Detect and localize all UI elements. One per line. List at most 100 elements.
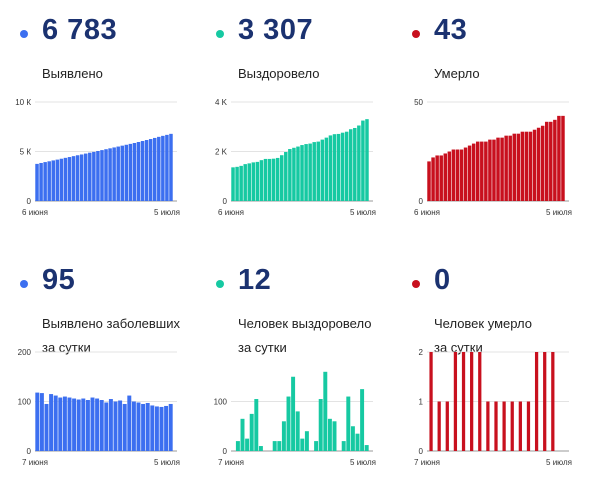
bar <box>275 157 280 201</box>
bar <box>520 131 525 201</box>
bar <box>165 134 169 201</box>
panel-daily-deaths: 0 Человек умерло за сутки 0 1 2 7 июня 5 июл… <box>400 252 594 492</box>
panel-deaths: 43 Умерло 0 50 6 июня 5 июля <box>400 2 594 242</box>
bar <box>360 389 365 452</box>
bar <box>132 142 137 201</box>
bar <box>340 132 345 201</box>
bar <box>475 141 480 201</box>
bar <box>154 406 159 451</box>
daily-deaths-label-line1: Человек умерло <box>434 316 532 331</box>
bar <box>145 402 150 451</box>
bar <box>553 119 557 201</box>
bar <box>295 411 300 451</box>
bar <box>557 115 561 201</box>
bar <box>504 135 508 201</box>
bar <box>463 147 468 201</box>
bar <box>35 163 39 202</box>
bar <box>281 421 286 451</box>
bar <box>99 400 104 451</box>
bar <box>71 156 76 201</box>
bar <box>512 133 517 201</box>
bar <box>443 153 448 201</box>
bar <box>59 158 64 201</box>
y-tick-label: 100 <box>214 398 228 407</box>
bar <box>431 157 435 201</box>
bar <box>136 142 141 201</box>
bar <box>508 135 512 201</box>
bar <box>526 401 531 451</box>
bar <box>127 395 132 451</box>
daily-detected-chart: 0 100 200 7 июня 5 июля <box>18 348 180 467</box>
bar <box>459 149 464 201</box>
bar <box>502 401 506 451</box>
bar <box>439 155 443 201</box>
bar <box>245 438 250 452</box>
bar <box>429 352 433 451</box>
bar <box>128 143 133 201</box>
y-tick-label: 0 <box>419 197 424 206</box>
bar <box>75 155 80 201</box>
y-tick-label: 0 <box>27 197 32 206</box>
detected-dot-icon <box>20 30 28 38</box>
bar <box>528 131 533 201</box>
detected-total: 6 783 <box>42 14 118 46</box>
bar <box>492 139 496 201</box>
bar <box>263 158 268 201</box>
bar <box>141 403 146 451</box>
bar <box>108 399 113 451</box>
daily-recovered-dot-icon <box>216 280 224 288</box>
bar <box>500 137 504 201</box>
y-tick-label: 0 <box>223 447 228 456</box>
x-tick-label-end: 5 июля <box>154 458 180 467</box>
bar <box>116 146 120 201</box>
daily-recovered-label-line1: Человек выздоровело <box>238 316 372 331</box>
bar <box>39 393 44 451</box>
bar <box>437 401 441 451</box>
deaths-total: 43 <box>434 14 468 46</box>
bar <box>49 394 54 451</box>
recovered-chart: 0 2 K 4 K 6 июня 5 июля <box>215 98 376 217</box>
bar <box>478 352 482 451</box>
bar <box>140 141 145 201</box>
bar <box>161 135 165 201</box>
bar <box>58 397 63 451</box>
deaths-label: Умерло <box>434 62 480 86</box>
bar <box>124 144 129 201</box>
bar <box>240 418 245 451</box>
bar <box>164 405 169 451</box>
y-tick-label: 200 <box>18 348 32 357</box>
bar <box>95 398 100 451</box>
bar <box>365 119 369 201</box>
x-tick-label-end: 5 июля <box>350 208 376 217</box>
daily-deaths-dot-icon <box>412 280 420 288</box>
bar <box>524 131 529 201</box>
bar <box>435 155 439 201</box>
detected-label-line1: Выявлено <box>42 66 103 81</box>
bar <box>254 399 259 451</box>
bar <box>320 139 325 201</box>
bar <box>120 145 125 201</box>
bar <box>455 149 460 201</box>
deaths-dot-icon <box>412 30 420 38</box>
bar <box>484 141 488 201</box>
x-tick-label-end: 5 июля <box>154 208 180 217</box>
detected-chart: 0 5 К 10 К 6 июня 5 июля <box>15 98 180 217</box>
y-tick-label: 10 К <box>15 98 31 107</box>
bar <box>561 115 565 201</box>
bar <box>148 139 153 201</box>
bar <box>277 441 282 451</box>
bar <box>113 401 118 451</box>
bar <box>267 158 272 201</box>
bar <box>332 421 337 451</box>
bar <box>85 400 90 451</box>
bar <box>445 401 449 451</box>
bar <box>249 413 254 452</box>
daily-recovered-total: 12 <box>238 264 272 296</box>
x-tick-label-start: 7 июня <box>22 458 48 467</box>
bar <box>279 155 284 201</box>
bar <box>92 151 96 201</box>
bar <box>296 146 300 201</box>
daily-detected-label: Выявлено заболевших за сутки <box>42 312 180 360</box>
daily-deaths-chart: 0 1 2 7 июня 5 июля <box>414 348 572 467</box>
bar <box>243 164 247 201</box>
